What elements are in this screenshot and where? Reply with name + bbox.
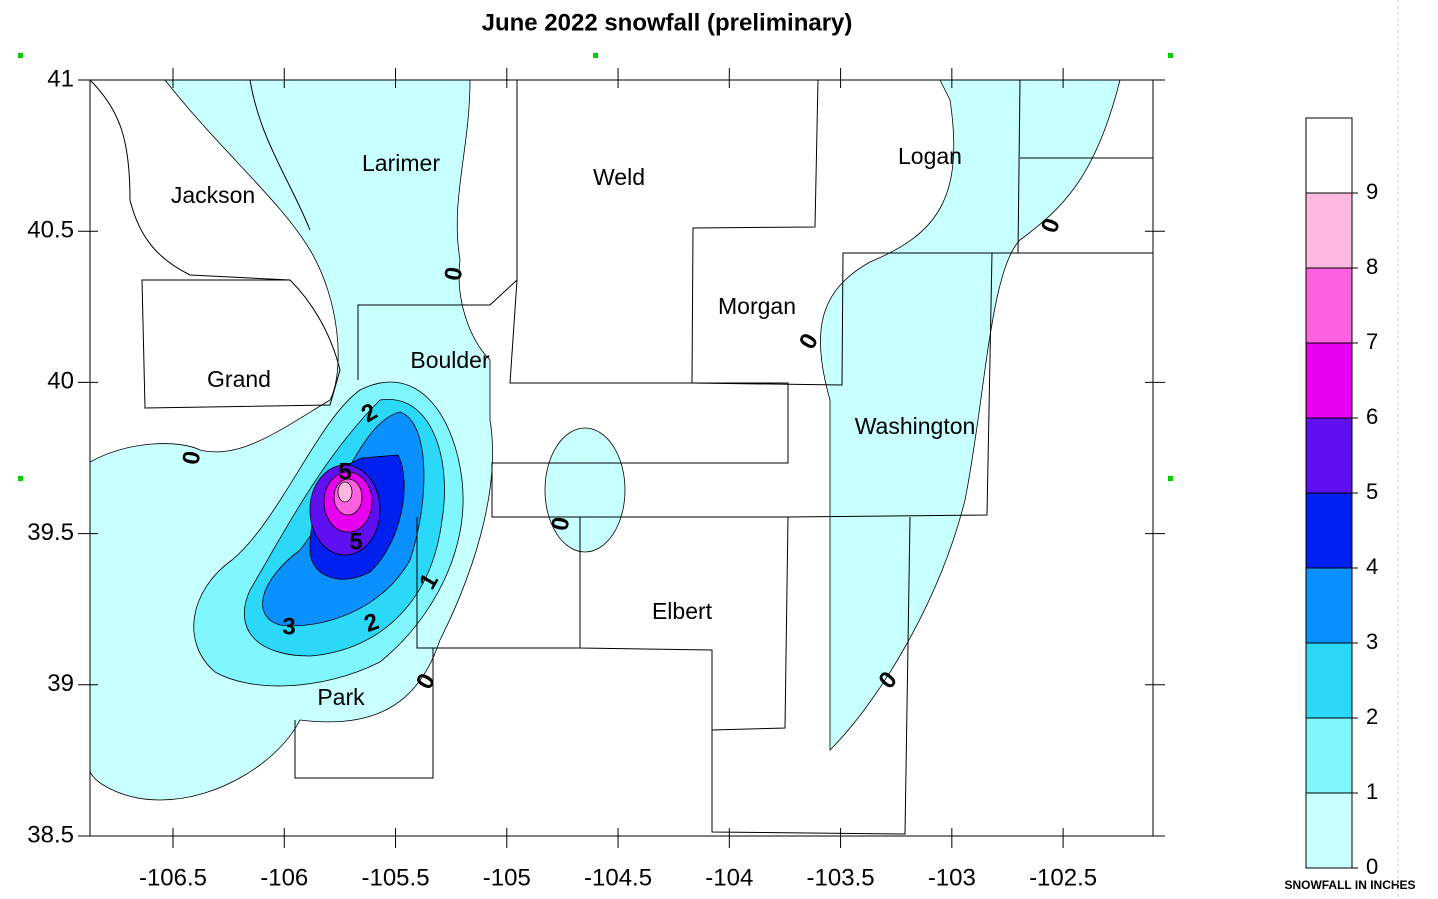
handle [1168,476,1173,481]
contour-label: 5 [338,458,351,485]
contour-fills [89,79,1121,801]
contour-label: 0 [177,449,206,467]
county-label: Washington [855,413,976,439]
county-border [711,79,1153,835]
legend-label: 4 [1366,554,1378,579]
legend-label: 8 [1366,254,1378,279]
title: June 2022 snowfall (preliminary) [482,9,853,36]
legend-label: 0 [1366,854,1378,879]
legend-title: SNOWFALL IN INCHES [1284,878,1415,892]
axes: -106.5 -106 -105.5 -105 -104.5 -104 -103.5 -103… [27,65,1165,891]
y-tick-label: 38.5 [27,821,74,848]
contour-label: 0 [411,669,441,694]
county-border [691,79,1153,386]
county-border [89,79,311,281]
county-border [357,80,518,380]
y-tick-label: 39.5 [27,519,74,546]
legend-label: 5 [1366,479,1378,504]
contour-band [337,481,353,503]
x-tick-label: -106 [260,864,308,891]
contour-label: 0 [439,265,468,283]
legend-swatch [1305,342,1353,419]
legend-swatch [1305,267,1353,344]
legend-label: 2 [1366,704,1378,729]
legend-label: 6 [1366,404,1378,429]
contour-label: 3 [282,613,295,640]
county-label: Grand [207,366,271,392]
county-borders [89,79,1154,837]
legend-label: 7 [1366,329,1378,354]
contour-band [544,427,626,553]
county-label: Weld [593,164,645,190]
legend-label: 3 [1366,629,1378,654]
county-label: Park [317,684,365,710]
legend-swatch [1305,717,1353,794]
x-tick-label: -103.5 [807,864,875,891]
contour-label: 0 [794,329,824,354]
handle [18,53,23,58]
legend-swatch [1305,567,1353,644]
x-tick-label: -103 [928,864,976,891]
legend-label: 1 [1366,779,1378,804]
legend-swatch [1305,642,1353,719]
y-tick-label: 41 [47,65,74,92]
legend-swatch [1305,492,1353,569]
legend-swatch [1305,117,1353,194]
y-tick-label: 39 [47,670,74,697]
county-label: Elbert [652,598,713,624]
county-border [141,279,341,409]
handle [1168,53,1173,58]
county-border [491,279,789,518]
contour-label: 0 [546,515,575,533]
contour-label: 5 [349,528,362,555]
x-tick-label: -106.5 [139,864,207,891]
x-tick-label: -102.5 [1029,864,1097,891]
legend-swatch [1305,792,1353,869]
legend-swatch [1305,192,1353,269]
handle [18,476,23,481]
county-label: Jackson [171,182,255,208]
x-tick-label: -104 [705,864,753,891]
labels: Jackson Larimer Weld Logan Morgan Boulder Gran… [171,143,1066,710]
county-label: Boulder [410,347,490,373]
county-label: Larimer [362,150,440,176]
county-label: Logan [898,143,962,169]
handle [593,53,598,58]
x-tick-label: -104.5 [584,864,652,891]
legend: SNOWFALL IN INCHES 0 1 2 3 4 5 6 7 8 9 [1284,117,1416,892]
x-tick-label: -105.5 [361,864,429,891]
legend-label: 9 [1366,179,1378,204]
y-tick-label: 40 [47,368,74,395]
contour-label: 0 [1036,215,1066,237]
x-tick-label: -105 [483,864,531,891]
legend-swatch [1305,417,1353,494]
county-label: Morgan [718,293,796,319]
county-border [294,517,713,779]
y-tick-label: 40.5 [27,217,74,244]
